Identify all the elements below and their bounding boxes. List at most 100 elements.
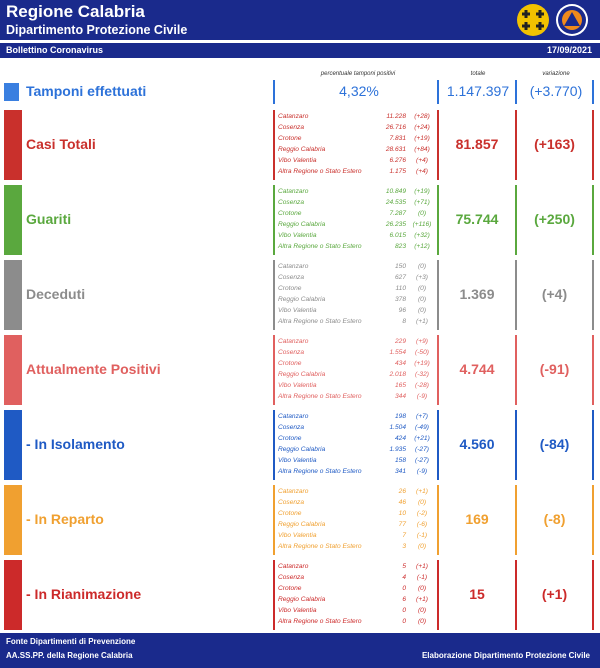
- section-color-bar: [4, 410, 22, 480]
- tamponi-divider: [273, 80, 275, 104]
- section-label: Casi Totali: [26, 136, 96, 152]
- province-value: 7.287: [389, 210, 406, 217]
- province-delta: (-50): [415, 349, 429, 356]
- tamponi-divider: [437, 80, 439, 104]
- section-color-bar: [4, 260, 22, 330]
- province-value: 158: [394, 457, 406, 464]
- province-delta: (+1): [416, 596, 428, 603]
- province-name: Reggio Calabria: [278, 296, 326, 303]
- province-delta: (-9): [416, 393, 428, 400]
- section-divider: [592, 335, 594, 405]
- footer-bar: Fonte Dipartimenti di Prevenzione AA.SS.…: [0, 633, 600, 668]
- province-name: Reggio Calabria: [278, 596, 326, 603]
- section-divider: [437, 110, 439, 180]
- province-name: Crotone: [278, 285, 302, 292]
- province-value: 165: [394, 382, 406, 389]
- province-row: Altra Regione o Stato Estero 344 (-9): [278, 392, 436, 403]
- province-name: Reggio Calabria: [278, 146, 326, 153]
- province-name: Altra Regione o Stato Estero: [278, 543, 362, 550]
- section-variation: (-91): [539, 361, 570, 377]
- section-variation: (+250): [534, 211, 575, 227]
- province-table: Catanzaro 5 (+1) Cosenza 4 (-1) Crotone 0 (0) Reg…: [278, 562, 436, 628]
- province-value: 1.935: [389, 446, 406, 453]
- province-delta: (-1): [416, 574, 428, 581]
- province-value: 823: [394, 243, 406, 250]
- section-label: - In Rianimazione: [26, 586, 142, 602]
- province-row: Crotone 110 (0): [278, 284, 436, 295]
- region-logo-icon: [517, 4, 549, 36]
- province-name: Crotone: [278, 585, 302, 592]
- tamponi-divider: [515, 80, 517, 104]
- province-value: 24.535: [385, 199, 406, 206]
- province-value: 1.554: [389, 349, 406, 356]
- province-row: Reggio Calabria 28.631 (+84): [278, 145, 436, 156]
- section-divider: [592, 560, 594, 630]
- province-row: Cosenza 1.504 (-49): [278, 423, 436, 434]
- province-name: Reggio Calabria: [278, 221, 326, 228]
- province-delta: (-6): [416, 521, 428, 528]
- province-value: 344: [394, 393, 406, 400]
- province-delta: (+19): [414, 135, 430, 142]
- province-row: Cosenza 4 (-1): [278, 573, 436, 584]
- bulletin-bar: Bollettino Coronavirus 17/09/2021: [0, 43, 600, 58]
- province-table: Catanzaro 198 (+7) Cosenza 1.504 (-49) Crotone…: [278, 412, 436, 478]
- section: Attualmente Positivi Catanzaro 229 (+9) Cose…: [0, 335, 600, 405]
- section: Deceduti Catanzaro 150 (0) Cosenza 627 (+3) Cro…: [0, 260, 600, 330]
- tamponi-total: 1.147.397: [446, 83, 510, 99]
- province-delta: (-27): [415, 457, 429, 464]
- header-bar: Regione Calabria Dipartimento Protezione…: [0, 0, 600, 40]
- province-delta: (+28): [414, 113, 430, 120]
- section-divider: [437, 485, 439, 555]
- section-color-bar: [4, 110, 22, 180]
- section-divider: [437, 410, 439, 480]
- province-delta: (+1): [416, 563, 428, 570]
- province-delta: (-1): [416, 532, 428, 539]
- province-row: Vibo Valentia 0 (0): [278, 606, 436, 617]
- province-name: Catanzaro: [278, 188, 309, 195]
- province-name: Cosenza: [278, 199, 305, 206]
- province-name: Altra Regione o Stato Estero: [278, 468, 362, 475]
- province-value: 1.175: [389, 168, 406, 175]
- province-delta: (+4): [416, 168, 428, 175]
- section-color-bar: [4, 185, 22, 255]
- section-label: Deceduti: [26, 286, 86, 302]
- province-name: Cosenza: [278, 274, 305, 281]
- civil-protection-logo-icon: [556, 4, 588, 36]
- province-row: Reggio Calabria 77 (-6): [278, 520, 436, 531]
- province-value: 424: [394, 435, 406, 442]
- province-delta: (0): [417, 499, 427, 506]
- province-table: Catanzaro 10.849 (+19) Cosenza 24.535 (+71) Cr…: [278, 187, 436, 253]
- province-row: Catanzaro 229 (+9): [278, 337, 436, 348]
- province-row: Crotone 10 (-2): [278, 509, 436, 520]
- province-name: Crotone: [278, 510, 302, 517]
- section-label: Attualmente Positivi: [26, 361, 161, 377]
- section-divider: [515, 185, 517, 255]
- province-row: Crotone 434 (+19): [278, 359, 436, 370]
- province-value: 229: [394, 338, 406, 345]
- province-delta: (+24): [414, 124, 430, 131]
- province-row: Altra Regione o Stato Estero 823 (+12): [278, 242, 436, 253]
- province-name: Altra Regione o Stato Estero: [278, 393, 362, 400]
- province-value: 110: [395, 285, 406, 292]
- province-value: 3: [402, 543, 406, 550]
- province-delta: (0): [417, 210, 427, 217]
- province-row: Cosenza 1.554 (-50): [278, 348, 436, 359]
- province-value: 26.235: [385, 221, 406, 228]
- province-delta: (+21): [414, 435, 430, 442]
- section-divider: [273, 185, 275, 255]
- section: Casi Totali Catanzaro 11.228 (+28) Cosenza 26…: [0, 110, 600, 180]
- province-delta: (+9): [416, 338, 428, 345]
- province-row: Altra Regione o Stato Estero 0 (0): [278, 617, 436, 628]
- province-name: Cosenza: [278, 349, 305, 356]
- province-row: Reggio Calabria 2.018 (-32): [278, 370, 436, 381]
- province-name: Cosenza: [278, 574, 305, 581]
- section-label: - In Isolamento: [26, 436, 125, 452]
- province-value: 1.504: [389, 424, 406, 431]
- province-row: Crotone 7.831 (+19): [278, 134, 436, 145]
- section-color-bar: [4, 485, 22, 555]
- province-name: Catanzaro: [278, 263, 309, 270]
- province-row: Cosenza 24.535 (+71): [278, 198, 436, 209]
- region-title: Regione Calabria: [6, 2, 145, 21]
- province-table: Catanzaro 150 (0) Cosenza 627 (+3) Crotone 110 (…: [278, 262, 436, 328]
- section-divider: [592, 260, 594, 330]
